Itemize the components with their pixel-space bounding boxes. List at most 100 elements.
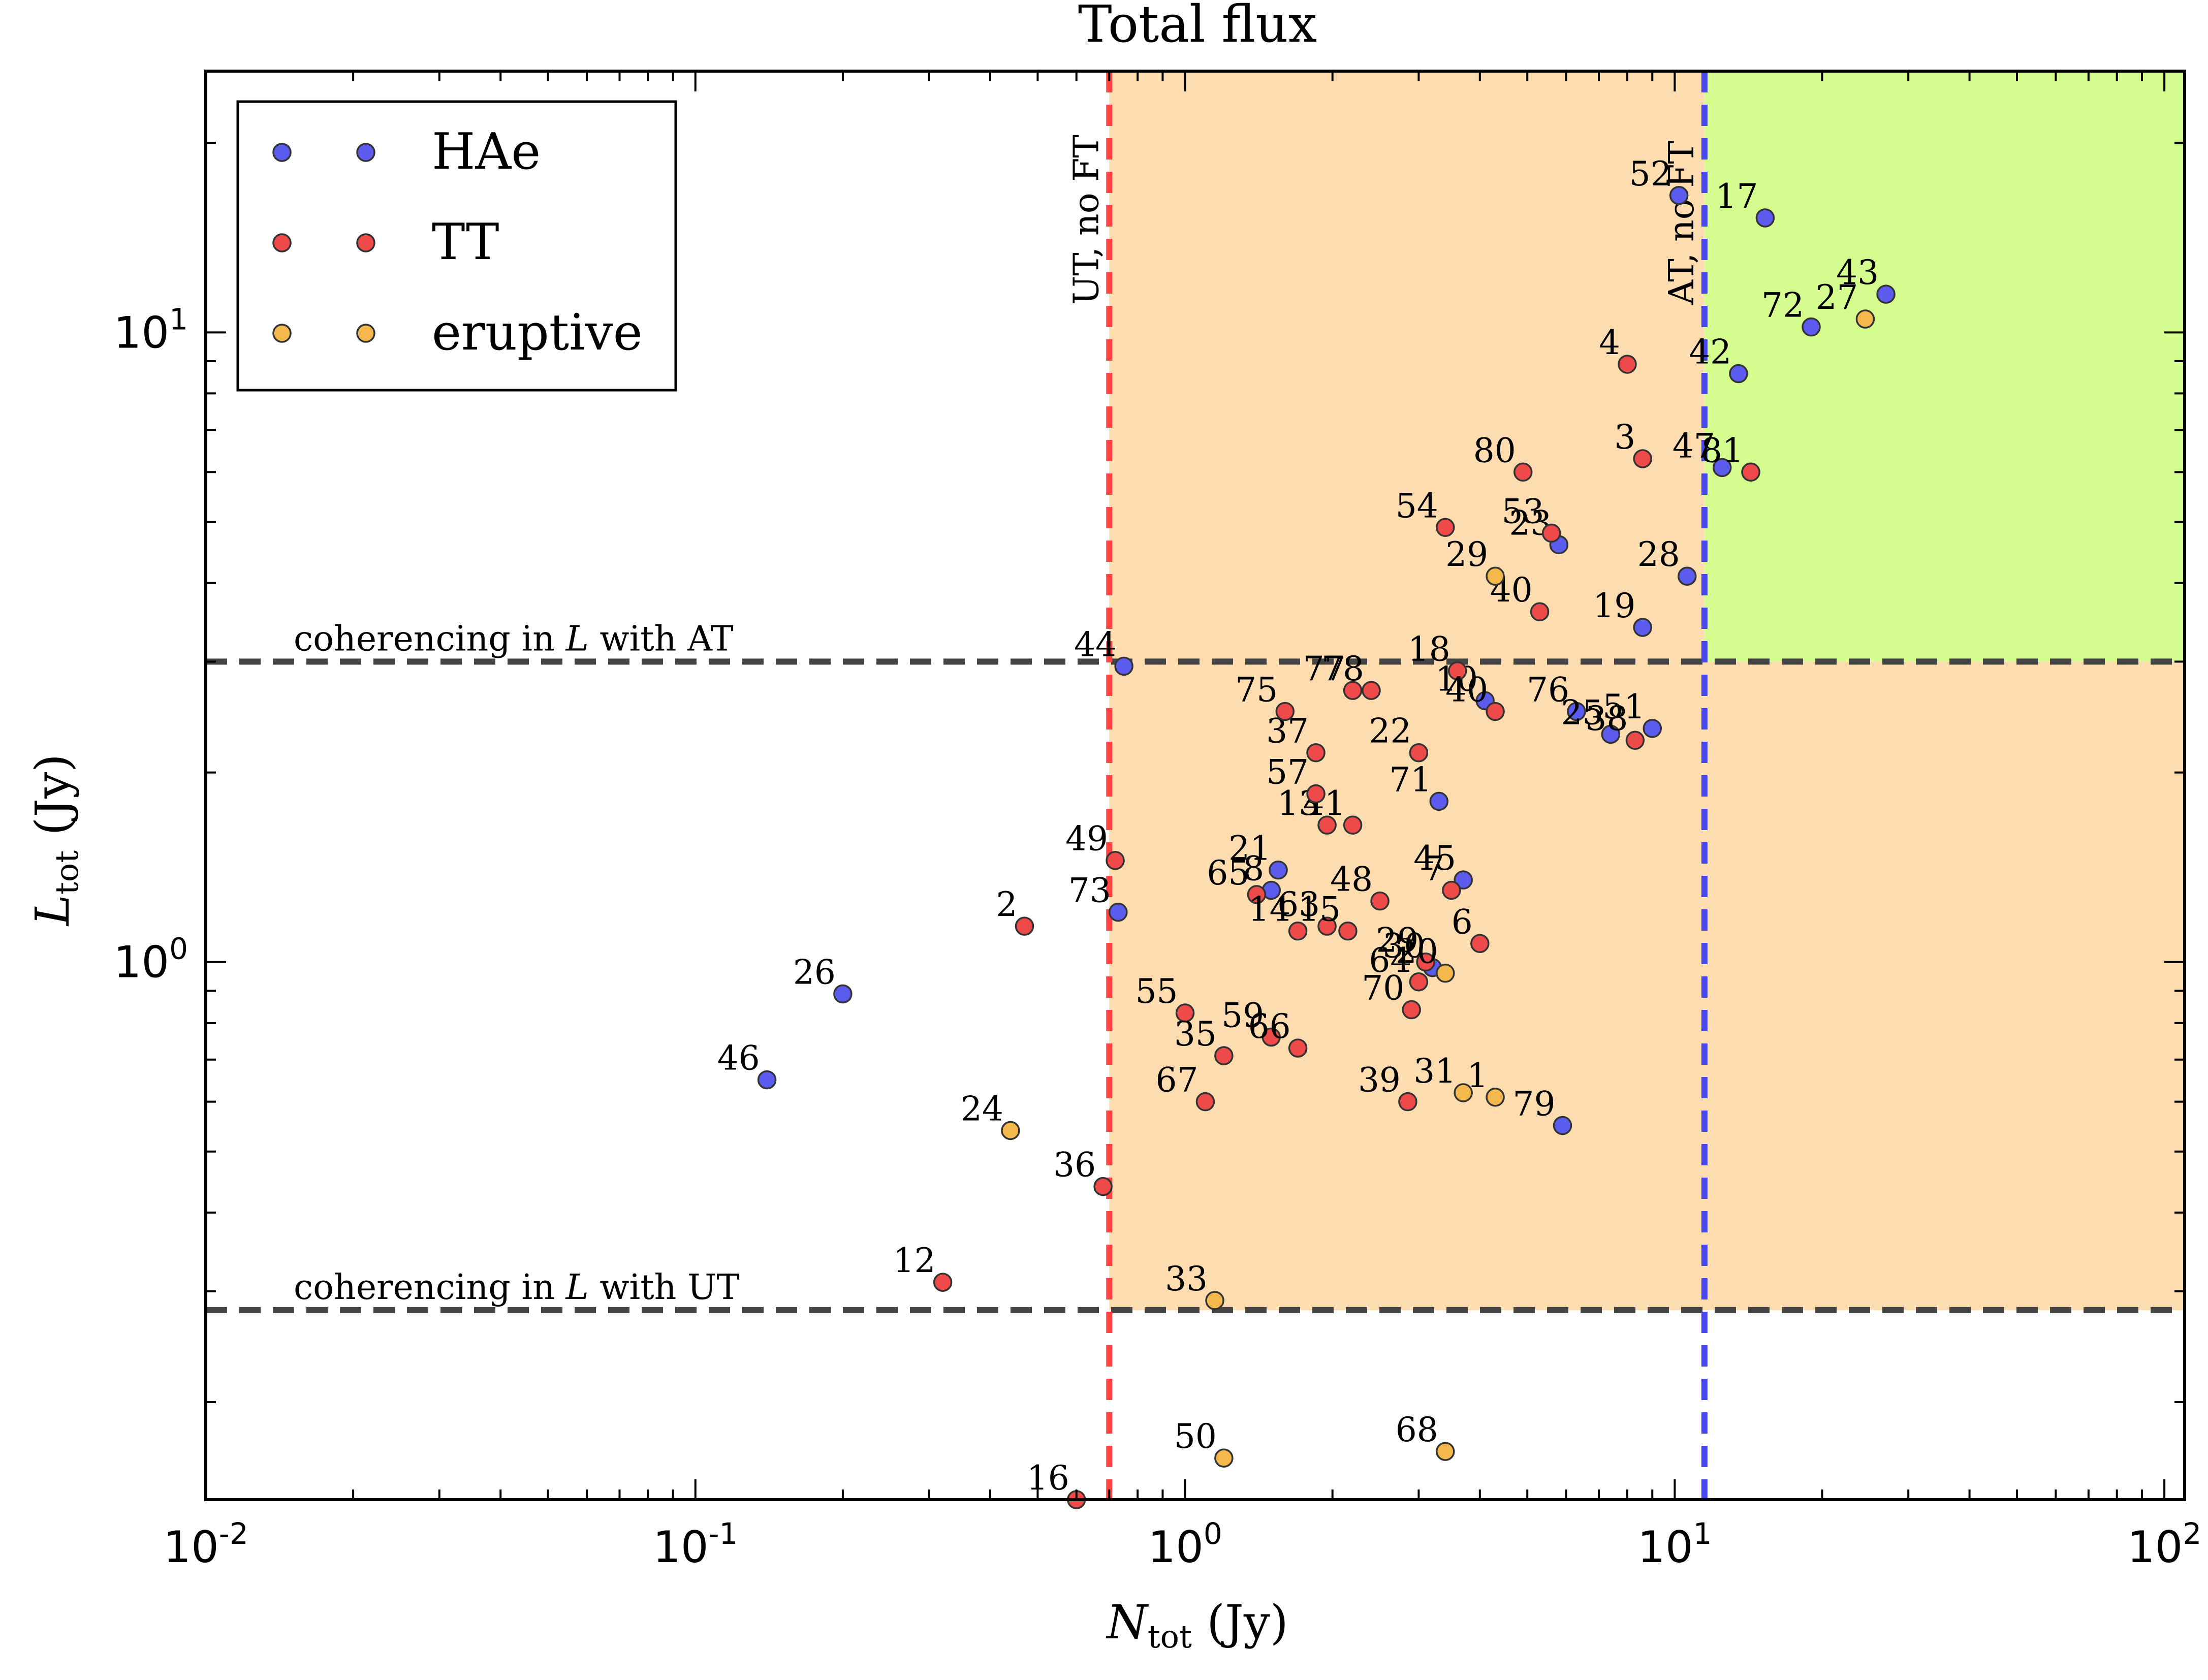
point-TT [1530, 602, 1550, 621]
point-HAe [757, 1070, 777, 1090]
point-TT [1513, 462, 1533, 482]
point-label: 49 [1065, 819, 1108, 859]
vline-label: UT, no FT [1066, 135, 1107, 305]
point-TT [1317, 916, 1337, 936]
point-label: 15 [1298, 890, 1341, 929]
point-TT [1625, 731, 1645, 750]
point-label: 40 [1445, 671, 1488, 710]
point-TT [933, 1273, 953, 1292]
point-TT [1541, 523, 1561, 543]
point-label: 80 [1473, 431, 1516, 470]
point-label: 35 [1174, 1015, 1217, 1054]
point-label: 27 [1815, 278, 1858, 317]
point-HAe [1567, 702, 1586, 721]
point-label: 3 [1614, 418, 1635, 457]
point-label: 19 [1593, 586, 1635, 625]
point-label: 45 [1413, 839, 1456, 878]
point-label: 47 [1673, 426, 1715, 465]
point-label: 44 [1074, 625, 1117, 664]
legend-marker [356, 143, 375, 162]
point-HAe [1454, 870, 1473, 890]
shaded-region [1109, 661, 1705, 1310]
point-HAe [1712, 458, 1732, 478]
point-label: 67 [1155, 1061, 1198, 1100]
legend-label: HAe [432, 123, 541, 181]
point-label: 76 [1527, 671, 1569, 710]
hline-label: coherencing in L with UT [294, 1267, 740, 1308]
point-HAe [1633, 618, 1652, 637]
x-tick-label: 100 [1148, 1516, 1222, 1573]
point-TT [1618, 355, 1637, 374]
point-TT [1398, 1092, 1417, 1112]
point-TT [1409, 743, 1429, 763]
point-label: 54 [1396, 486, 1438, 525]
point-label: 65 [1207, 853, 1249, 893]
point-eruptive [1205, 1291, 1224, 1310]
point-eruptive [1436, 1442, 1455, 1461]
shaded-region [1109, 71, 1705, 662]
point-HAe [1643, 719, 1662, 738]
point-TT [1486, 702, 1505, 721]
point-TT [1741, 462, 1760, 482]
point-TT [1317, 815, 1337, 835]
point-HAe [1429, 791, 1449, 811]
point-TT [1306, 784, 1326, 804]
point-TT [1275, 702, 1295, 721]
point-label: 52 [1629, 154, 1672, 194]
point-label: 48 [1330, 860, 1373, 899]
point-TT [1306, 743, 1326, 763]
point-TT [1261, 1027, 1281, 1047]
point-TT [1370, 891, 1390, 911]
legend-label: TT [432, 213, 499, 271]
y-tick-label: 101 [114, 302, 188, 358]
point-TT [1447, 661, 1467, 681]
point-eruptive [1436, 963, 1455, 983]
point-label: 53 [1502, 492, 1544, 531]
shaded-region [1704, 661, 2185, 1310]
point-label: 2 [996, 885, 1018, 924]
point-label: 8 [1243, 849, 1264, 888]
shaded-region [1704, 71, 2185, 662]
plot-frame [204, 70, 2186, 1501]
point-eruptive [1001, 1121, 1020, 1140]
point-label: 55 [1135, 972, 1178, 1011]
point-label: 75 [1235, 671, 1278, 710]
y-axis-label: Ltot (Jy) [25, 754, 85, 927]
point-HAe [1876, 284, 1896, 304]
point-TT [1402, 1000, 1421, 1020]
point-label: 51 [1602, 687, 1645, 726]
point-TT [1338, 921, 1358, 941]
point-HAe [1269, 860, 1288, 880]
point-HAe [1802, 317, 1821, 337]
point-label: 25 [1561, 693, 1603, 732]
point-TT [1633, 449, 1652, 468]
point-label: 38 [1585, 699, 1628, 738]
legend-label: eruptive [432, 304, 643, 362]
point-HAe [1553, 1116, 1572, 1135]
point-label: 77 [1303, 649, 1346, 688]
axes: 10-2 10-1 100 101 102 100 101 [114, 70, 2201, 1573]
point-TT [1214, 1046, 1234, 1065]
point-label: 43 [1836, 253, 1879, 292]
point-HAe [1669, 186, 1689, 205]
point-label: 46 [717, 1039, 760, 1078]
point-label: 68 [1396, 1410, 1438, 1449]
legend: HAe TT eruptive [236, 100, 677, 392]
point-label: 33 [1165, 1259, 1208, 1298]
point-label: 26 [793, 953, 836, 992]
point-label: 22 [1369, 712, 1411, 751]
point-eruptive [1486, 1088, 1505, 1107]
point-label: 1 [1467, 1056, 1488, 1095]
point-label: 79 [1512, 1085, 1555, 1124]
point-TT [1343, 815, 1363, 835]
point-label: 29 [1445, 535, 1488, 574]
point-HAe [1755, 208, 1775, 228]
x-tick-label: 10-2 [163, 1516, 248, 1573]
point-label: 66 [1248, 1007, 1291, 1046]
point-eruptive [1454, 1083, 1473, 1102]
point-label: 16 [1027, 1459, 1069, 1498]
point-HAe [1601, 724, 1621, 744]
point-label: 7 [1423, 849, 1444, 888]
point-label: 59 [1221, 996, 1264, 1035]
point-TT [1288, 921, 1308, 941]
